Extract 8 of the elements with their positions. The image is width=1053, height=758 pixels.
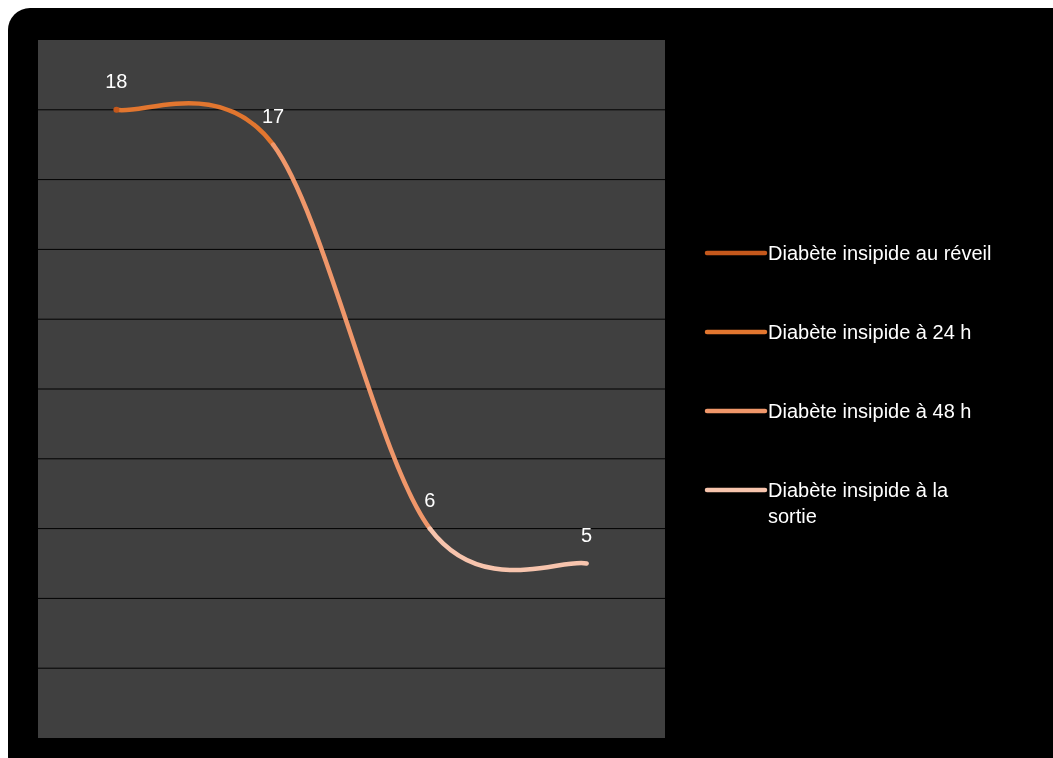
legend-label: Diabète insipide à la sortie bbox=[768, 479, 949, 527]
legend-label: Diabète insipide à 24 h bbox=[768, 321, 972, 343]
data-label: 18 bbox=[105, 69, 128, 92]
data-label: 5 bbox=[581, 523, 593, 546]
data-label: 17 bbox=[262, 104, 285, 127]
legend-label: Diabète insipide à 48 h bbox=[768, 400, 972, 422]
data-label: 6 bbox=[424, 488, 436, 511]
legend-label: Diabète insipide au réveil bbox=[768, 242, 992, 264]
